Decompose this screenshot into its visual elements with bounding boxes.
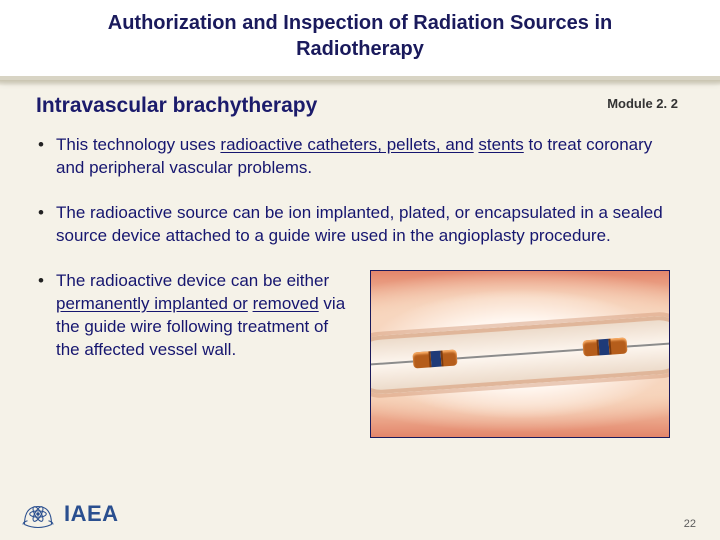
slide-footer: IAEA 22 xyxy=(20,496,700,532)
section-row: Intravascular brachytherapy Module 2. 2 xyxy=(36,94,684,118)
page-number: 22 xyxy=(684,518,700,532)
catheter-capsule xyxy=(412,349,457,368)
bullet-item: The radioactive source can be ion implan… xyxy=(36,202,684,248)
bullet-text-pre: This technology uses xyxy=(56,135,220,154)
bullet-text-pre: The radioactive device can be either xyxy=(56,271,329,290)
bullet-item: This technology uses radioactive cathete… xyxy=(36,134,684,180)
atom-icon xyxy=(20,496,56,532)
bullet-item: The radioactive device can be either per… xyxy=(36,270,684,438)
catheter-capsule xyxy=(582,337,627,356)
slide-header: Authorization and Inspection of Radiatio… xyxy=(0,0,720,80)
slide-title: Authorization and Inspection of Radiatio… xyxy=(20,10,700,62)
section-heading: Intravascular brachytherapy xyxy=(36,94,317,118)
underlined-term: radioactive catheters, pellets, and xyxy=(220,135,473,154)
org-name: IAEA xyxy=(64,501,119,527)
underlined-term: removed xyxy=(253,294,319,313)
title-line-1: Authorization and Inspection of Radiatio… xyxy=(108,12,612,34)
bullet-list: This technology uses radioactive cathete… xyxy=(36,134,684,438)
module-label: Module 2. 2 xyxy=(607,96,678,111)
underlined-term: stents xyxy=(478,135,523,154)
org-logo-wrap: IAEA xyxy=(20,496,119,532)
underlined-term: permanently implanted or xyxy=(56,294,248,313)
vessel-catheter-illustration xyxy=(370,270,670,438)
bullet-text: The radioactive source can be ion implan… xyxy=(56,203,663,245)
title-line-2: Radiotherapy xyxy=(296,38,424,60)
slide-content: Intravascular brachytherapy Module 2. 2 … xyxy=(0,80,720,438)
